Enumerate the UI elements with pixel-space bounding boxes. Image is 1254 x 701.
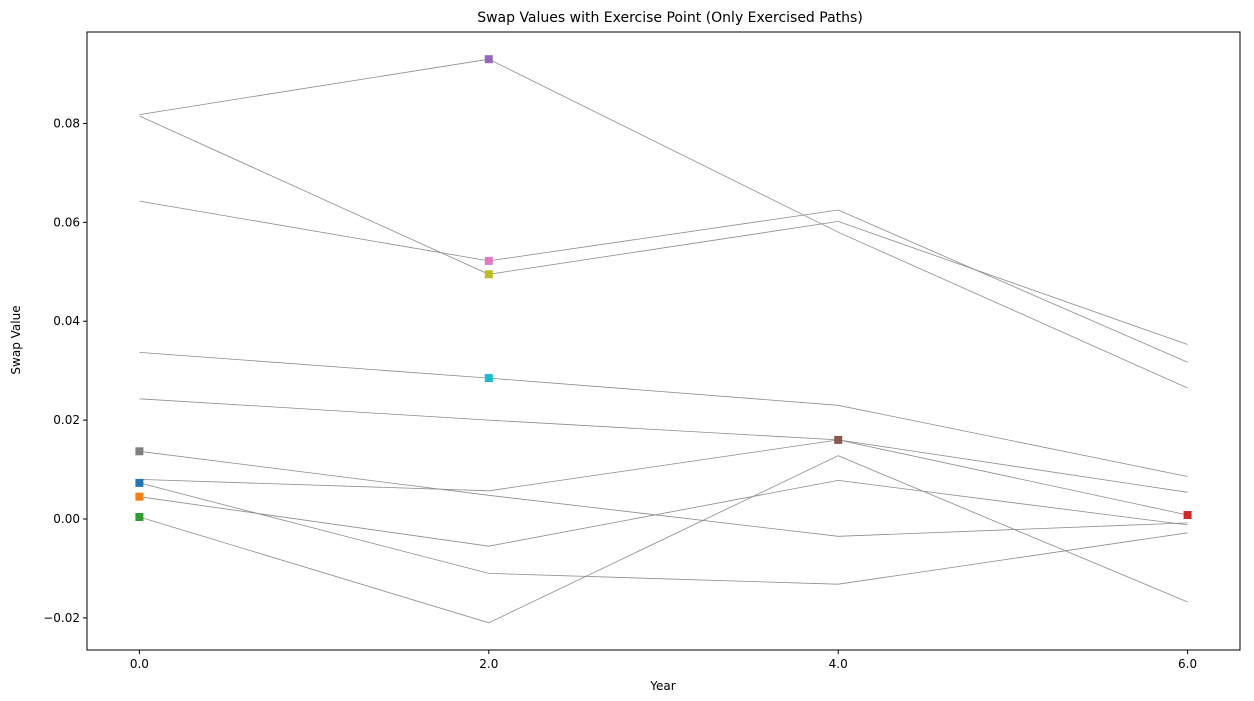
y-axis-ticks: −0.02 0.00 0.02 0.04 0.06 0.08 [43, 116, 87, 625]
path-line-3 [139, 455, 1188, 624]
x-axis-ticks: 0.0 2.0 4.0 6.0 [130, 650, 1197, 671]
exercise-marker-2 [135, 492, 144, 501]
exercise-marker-5 [484, 55, 493, 64]
exercise-marker-1 [135, 478, 144, 487]
path-line-10 [139, 352, 1188, 477]
path-line-9 [139, 115, 1188, 345]
x-tick-label: 4.0 [829, 657, 848, 671]
path-line-2 [139, 479, 1188, 547]
y-tick-label: 0.06 [53, 215, 80, 229]
y-axis-label: Swap Value [9, 305, 23, 374]
path-line-7 [139, 200, 1188, 363]
exercise-marker-6 [834, 435, 843, 444]
exercise-marker-3 [135, 513, 144, 521]
y-tick-label: −0.02 [43, 611, 80, 625]
exercise-marker-8 [135, 447, 144, 456]
x-tick-label: 0.0 [130, 657, 149, 671]
y-tick-label: 0.08 [53, 116, 80, 130]
x-axis-label: Year [649, 679, 675, 693]
x-tick-label: 2.0 [479, 657, 498, 671]
y-tick-label: 0.02 [53, 413, 80, 427]
path-line-8 [139, 450, 1188, 537]
path-line-6 [139, 439, 1188, 493]
chart-title: Swap Values with Exercise Point (Only Ex… [477, 10, 863, 26]
exercise-marker-4 [1183, 511, 1192, 519]
exercise-marker-10 [484, 374, 493, 383]
path-line-4 [139, 398, 1188, 516]
exercise-marker-9 [484, 270, 493, 279]
path-line-5 [139, 58, 1188, 389]
x-tick-label: 6.0 [1178, 657, 1197, 671]
exercise-marker-7 [484, 256, 493, 265]
plot-frame [86, 31, 1241, 651]
y-tick-label: 0.00 [53, 512, 80, 526]
y-tick-label: 0.04 [53, 314, 80, 328]
exercise-markers [135, 55, 1192, 521]
path-line-1 [139, 482, 1188, 585]
plot-lines [139, 58, 1188, 624]
